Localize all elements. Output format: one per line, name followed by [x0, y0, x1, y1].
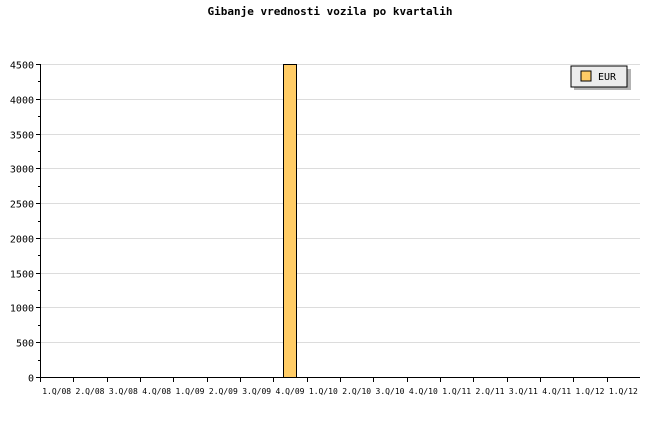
x-tick-label: 4.Q/10 — [409, 387, 438, 396]
x-tick-label: 3.Q/09 — [242, 387, 271, 396]
chart-title: Gibanje vrednosti vozila po kvartalih — [207, 5, 452, 18]
x-tick-label: 1.Q/10 — [309, 387, 338, 396]
x-tick-label: 2.Q/08 — [76, 387, 105, 396]
x-tick-label: 3.Q/11 — [509, 387, 538, 396]
x-tick-label: 1.Q/11 — [442, 387, 471, 396]
x-tick-label: 4.Q/08 — [142, 387, 171, 396]
x-tick-label: 1.Q/12 — [609, 387, 638, 396]
bar — [283, 64, 297, 378]
y-tick-label: 4500 — [10, 61, 34, 72]
y-tick-label: 2000 — [10, 235, 34, 246]
y-tick-label: 3500 — [10, 131, 34, 142]
y-tick-label: 1000 — [10, 304, 34, 315]
y-tick-label: 0 — [28, 374, 34, 385]
x-tick-label: 3.Q/10 — [376, 387, 405, 396]
legend-swatch — [580, 70, 592, 82]
x-tick-label: 1.Q/12 — [576, 387, 605, 396]
x-tick-label: 1.Q/08 — [42, 387, 71, 396]
x-tick-label: 1.Q/09 — [176, 387, 205, 396]
y-tick-label: 500 — [16, 339, 34, 350]
x-tick-label: 4.Q/09 — [276, 387, 305, 396]
legend-label: EUR — [598, 72, 617, 83]
axes: 0 500 1000 1500 2000 2500 3000 3500 4000 4500 1.Q/… — [10, 61, 640, 396]
y-tick-label: 1500 — [10, 270, 34, 281]
y-tick-label: 3000 — [10, 165, 34, 176]
x-tick-label: 2.Q/09 — [209, 387, 238, 396]
x-tick-label: 2.Q/11 — [476, 387, 505, 396]
x-tick-label: 2.Q/10 — [342, 387, 371, 396]
grid — [40, 64, 640, 343]
y-tick-label: 2500 — [10, 200, 34, 211]
x-tick-label: 3.Q/08 — [109, 387, 138, 396]
x-tick-label: 4.Q/11 — [542, 387, 571, 396]
legend: EUR — [570, 65, 631, 90]
y-tick-label: 4000 — [10, 96, 34, 107]
bars — [283, 64, 297, 378]
